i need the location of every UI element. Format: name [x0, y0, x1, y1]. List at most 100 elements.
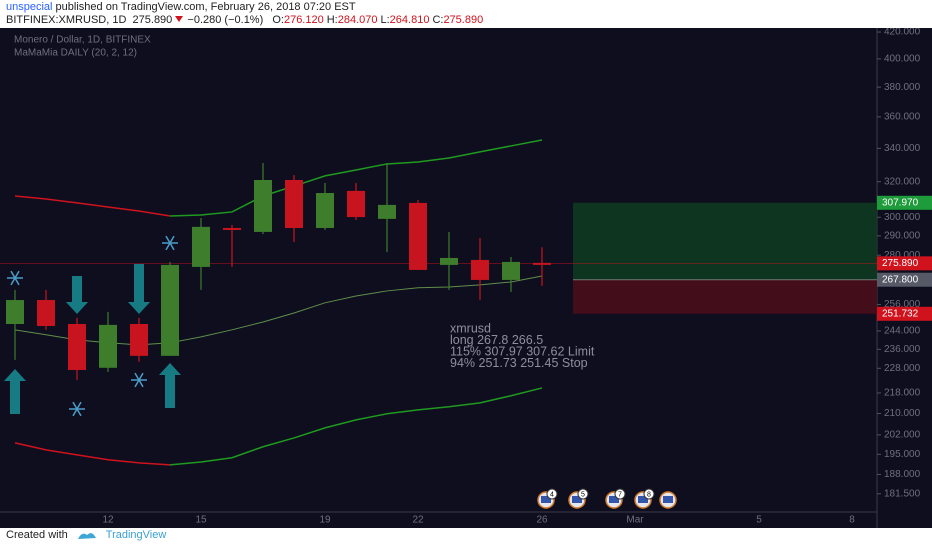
event-badge — [577, 488, 589, 500]
ohlc-label: O: — [272, 14, 284, 26]
candle-body — [192, 226, 210, 267]
x-tick-label: 22 — [412, 515, 424, 526]
change: −0.280 (−0.1%) — [187, 14, 264, 26]
band-line — [14, 442, 171, 466]
snowflake — [131, 372, 147, 388]
ohlc-value: 284.070 — [337, 14, 378, 26]
candle-body — [6, 300, 24, 325]
annotation: 115% 307.97 307.62 Limit — [450, 344, 595, 358]
candle-body — [37, 300, 55, 327]
event-flag — [572, 496, 582, 503]
y-tick-label: 256.000 — [884, 299, 921, 310]
event-badge — [614, 488, 626, 500]
snowflake — [7, 270, 23, 286]
y-tick-label: 420.000 — [884, 28, 921, 38]
price-label: 275.890 — [882, 258, 919, 269]
x-tick-label: 19 — [319, 515, 331, 526]
candle-body — [316, 193, 334, 228]
y-tick-label: 210.000 — [884, 408, 921, 419]
candle-body — [254, 179, 272, 232]
price-label: 251.732 — [882, 308, 919, 319]
band-line — [14, 195, 171, 217]
candle-body — [502, 261, 520, 280]
x-tick-label: 5 — [756, 515, 762, 526]
event-badge — [643, 488, 655, 500]
header: unspecial published on TradingView.com, … — [6, 0, 483, 28]
x-tick-label: 12 — [102, 515, 114, 526]
event-flag — [638, 496, 648, 503]
x-tick-label: 15 — [195, 515, 207, 526]
ohlc-label: H: — [326, 14, 338, 26]
band-line — [169, 387, 543, 466]
footer-text: Created with — [6, 529, 68, 541]
footer: Created with TradingView — [6, 529, 166, 541]
annotation: long 267.8 266.5 — [450, 333, 543, 347]
candle-body — [130, 324, 148, 356]
author[interactable]: unspecial — [6, 1, 53, 13]
annotation: xmrusd — [450, 321, 491, 335]
snowflake — [162, 235, 178, 251]
y-tick-label: 280.000 — [884, 250, 921, 261]
snowflake-stroke — [72, 401, 82, 417]
candle-body — [347, 190, 365, 218]
event-count: 8 — [647, 491, 651, 498]
symbol: BITFINEX:XMRUSD, 1D — [6, 14, 127, 26]
candle-body — [99, 324, 117, 368]
price-label: 307.970 — [882, 197, 919, 208]
y-tick-label: 290.000 — [884, 231, 921, 242]
candle-body — [285, 179, 303, 228]
event-flag — [663, 496, 673, 503]
price-label-box — [877, 306, 932, 321]
annotation: 94% 251.73 251.45 Stop — [450, 356, 588, 370]
y-tick-label: 400.000 — [884, 54, 921, 65]
x-tick-label: Mar — [626, 515, 644, 526]
y-tick-label: 188.000 — [884, 469, 921, 480]
ohlc-label: C: — [432, 14, 444, 26]
candle-body — [440, 257, 458, 265]
target-zone — [573, 202, 877, 280]
snowflake-stroke — [134, 372, 144, 388]
header-line: unspecial published on TradingView.com, … — [6, 1, 483, 14]
event-count: 5 — [581, 491, 585, 498]
event-count: 4 — [550, 491, 554, 498]
footer-brand[interactable]: TradingView — [105, 529, 167, 541]
logo — [77, 533, 96, 539]
snowflake-stroke — [165, 235, 175, 251]
y-tick-label: 202.000 — [884, 430, 921, 441]
y-tick-label: 181.500 — [884, 488, 921, 499]
chart: Monero / Dollar, 1D, BITFINEX MaMaMia DA… — [0, 28, 932, 528]
stop-zone — [573, 279, 877, 314]
price-label-box — [877, 256, 932, 271]
ohlc-value: 276.120 — [283, 14, 324, 26]
y-tick-label: 320.000 — [884, 176, 921, 187]
x-tick-label: 26 — [536, 515, 548, 526]
y-tick-label: 300.000 — [884, 212, 921, 223]
event-badge — [546, 488, 558, 500]
snowflake-stroke — [10, 270, 20, 286]
y-tick-label: 380.000 — [884, 82, 921, 93]
y-tick-label: 236.000 — [884, 344, 921, 355]
event-flag — [541, 496, 551, 503]
candle-body — [223, 227, 241, 230]
y-tick-label: 360.000 — [884, 112, 921, 123]
y-tick-label: 340.000 — [884, 143, 921, 154]
candle-body — [161, 264, 179, 356]
candle-body — [533, 262, 551, 265]
candle-body — [409, 202, 427, 270]
legend-text: MaMaMia DAILY (20, 2, 12) — [14, 48, 137, 59]
price-label-box — [877, 272, 932, 287]
down-arrow — [175, 16, 184, 22]
y-tick-label: 195.000 — [884, 449, 921, 460]
candle-body — [68, 324, 86, 370]
event-flag — [609, 496, 619, 503]
ohlc-label: L: — [380, 14, 390, 26]
published: published on TradingView.com, February 2… — [55, 1, 356, 13]
price-label: 267.800 — [882, 274, 919, 285]
last: 275.890 — [132, 14, 173, 26]
x-tick-label: 8 — [849, 515, 855, 526]
band-line — [169, 139, 543, 217]
y-tick-label: 218.000 — [884, 388, 921, 399]
y-tick-label: 244.000 — [884, 326, 921, 337]
y-tick-label: 228.000 — [884, 363, 921, 374]
